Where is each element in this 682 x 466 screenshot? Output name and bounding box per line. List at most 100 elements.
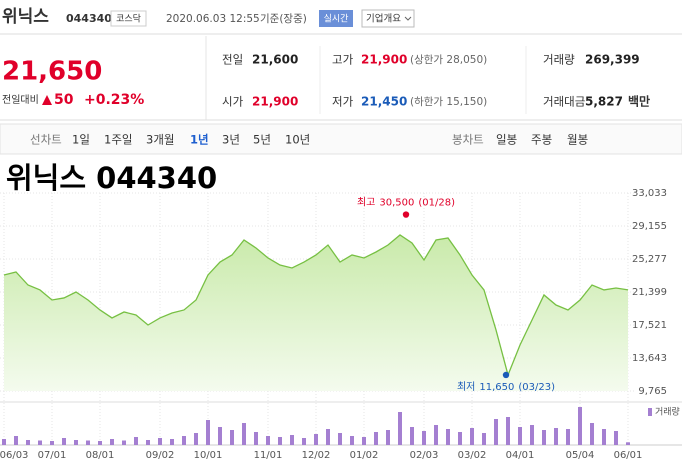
volume-bar (62, 438, 66, 445)
price-line (3, 234, 629, 378)
volume-bar (410, 427, 414, 445)
volume-bar (590, 423, 594, 445)
volume-bar (158, 438, 162, 445)
x-tick-label: 03/02 (458, 450, 487, 461)
volume-bar (422, 431, 426, 445)
stat-unit: 백만 (628, 94, 650, 109)
dropdown-arrow (404, 16, 412, 21)
volume-bar (110, 439, 114, 445)
volume-bar (218, 427, 222, 445)
stat-label: 전일 (222, 53, 243, 67)
stat-label: 고가 (332, 53, 354, 67)
stat-label: 시가 (222, 95, 244, 109)
realtime-badge[interactable] (319, 10, 353, 27)
stat-label: 거래량 (543, 53, 575, 67)
period-tab[interactable]: 10년 (285, 133, 310, 147)
period-tab[interactable]: 3개월 (146, 133, 174, 147)
change-pct: +0.23% (84, 92, 144, 108)
x-tick-label: 08/01 (86, 450, 115, 461)
period-tab[interactable]: 1일 (72, 133, 90, 147)
x-tick-label: 02/03 (410, 450, 439, 461)
period-tab[interactable]: 1주일 (104, 133, 132, 147)
stat-value: 5,827 (585, 95, 623, 109)
annotation-label: 최저 (457, 381, 475, 393)
price-area (4, 234, 628, 391)
stat-value: 21,450 (361, 95, 407, 109)
x-tick-label: 04/01 (506, 450, 535, 461)
candle-tab[interactable]: 주봉 (531, 133, 552, 147)
volume-bar (602, 429, 606, 445)
stock-name: 위닉스 (2, 7, 49, 27)
volume-bar (206, 420, 210, 445)
volume-bar (326, 429, 330, 445)
volume-bar (230, 430, 234, 445)
extreme-dot (402, 211, 410, 218)
volume-bar (374, 432, 378, 445)
volume-bar (194, 433, 198, 445)
candle-tab[interactable]: 일봉 (496, 133, 517, 147)
y-tick-label: 25,277 (632, 254, 667, 265)
annotation: 최고 30,500 (01/28) (357, 197, 455, 209)
volume-bar (626, 442, 630, 445)
volume-bar (38, 440, 42, 445)
period-tab[interactable]: 3년 (222, 133, 240, 147)
up-triangle (42, 95, 52, 105)
annotation-label: 최고 (357, 197, 375, 209)
stat-value: 269,399 (585, 53, 640, 67)
y-tick-label: 29,155 (632, 221, 667, 232)
volume-bar (458, 432, 462, 445)
change: 50 (54, 92, 74, 108)
y-tick-label: 33,033 (632, 188, 667, 199)
stock-code: 044340 (66, 12, 112, 25)
volume-bar (2, 439, 6, 445)
volume-bar (170, 439, 174, 445)
annotation-value-label: 11,650 (479, 382, 514, 393)
x-tick-label: 10/01 (194, 450, 223, 461)
volume-bar (446, 429, 450, 445)
y-tick-label: 9,765 (638, 386, 667, 397)
stat-value: 21,600 (252, 53, 298, 67)
tab-bar (0, 123, 682, 155)
x-tick-label: 09/02 (146, 450, 175, 461)
volume-bar (530, 425, 534, 445)
y-tick-label: 21,399 (632, 287, 667, 298)
tab-label: 봉차트 (452, 133, 484, 147)
volume-bar (614, 431, 618, 445)
volume-bar (302, 438, 306, 445)
stat-note: (하한가 15,150) (410, 95, 487, 108)
volume-bar (506, 417, 510, 445)
realtime[interactable]: 실시간 (324, 14, 349, 25)
period-tab[interactable]: 1년 (190, 133, 209, 147)
volume-bar (26, 440, 30, 445)
annotation: 최저 11,650 (03/23) (457, 381, 555, 393)
volume-bar (98, 441, 102, 445)
price: 21,650 (2, 57, 102, 87)
annotation-date: (01/28) (418, 198, 455, 209)
change-label: 전일대비 (2, 94, 39, 106)
y-tick-label: 13,643 (632, 353, 667, 364)
x-tick-label: 06/01 (614, 450, 643, 461)
period-tab[interactable]: 5년 (253, 133, 271, 147)
x-tick-label: 11/01 (254, 450, 283, 461)
volume-bar (578, 407, 582, 445)
volume-bar (14, 436, 18, 445)
volume-bar (254, 432, 258, 445)
candle-tab[interactable]: 월봉 (567, 133, 588, 147)
volume-bar (386, 430, 390, 445)
volume-bar (50, 441, 54, 445)
chart-title: 위닉스 044340 (6, 161, 217, 195)
volume-bar (242, 423, 246, 445)
volume-bar (266, 436, 270, 445)
volume-bar (74, 440, 78, 445)
x-tick-label: 05/04 (566, 450, 595, 461)
legend-label: 거래량 (655, 406, 680, 418)
volume-bar (482, 433, 486, 445)
volume-bar (338, 433, 342, 445)
y-tick-label: 17,521 (632, 320, 667, 331)
company-info-button[interactable] (361, 9, 415, 28)
volume-bar (182, 436, 186, 445)
company-info[interactable]: 기업개요 (366, 13, 401, 25)
volume-bar (554, 428, 558, 445)
basis: 기준(장중) (260, 13, 307, 25)
